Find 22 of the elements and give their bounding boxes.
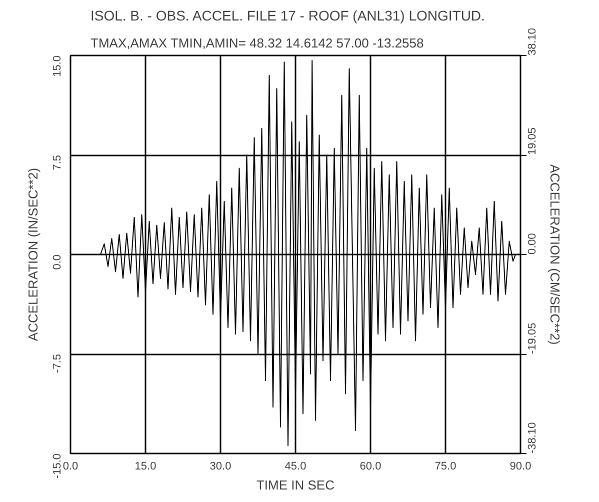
x-tick-label: 90.0: [510, 460, 532, 472]
y-tick-label: 0.0: [52, 254, 64, 270]
x-axis-title: TIME IN SEC: [256, 478, 335, 492]
y-tick-label: -15.0: [52, 453, 64, 479]
y2-tick-label: 19.05: [526, 127, 538, 155]
y2-tick-label: 0.00: [526, 233, 538, 254]
chart-subtitle: TMAX,AMAX TMIN,AMIN= 48.32 14.6142 57.00 -13.2558: [90, 36, 424, 50]
y-axis-title: ACCELERATION (IN/SEC**2): [26, 168, 40, 342]
y-tick-label: 15.0: [52, 55, 64, 77]
x-tick-label: 0.0: [62, 460, 78, 472]
y-tick-label: -7.5: [52, 354, 64, 373]
y-tick-label: 7.5: [52, 154, 64, 170]
y2-tick-label: -38.10: [526, 422, 538, 454]
x-tick-label: 30.0: [210, 460, 232, 472]
y2-tick-label: 38.10: [526, 28, 538, 56]
y2-axis-title: ACCELERATION (CM/SEC**2): [548, 164, 562, 345]
x-tick-label: 45.0: [284, 460, 306, 472]
chart-title: ISOL. B. - OBS. ACCEL. FILE 17 - ROOF (ANL31) LONGITUD.: [90, 8, 485, 24]
x-tick-label: 15.0: [134, 460, 156, 472]
x-tick-label: 60.0: [360, 460, 382, 472]
x-tick-label: 75.0: [434, 460, 456, 472]
y2-tick-label: -19.05: [526, 322, 538, 354]
